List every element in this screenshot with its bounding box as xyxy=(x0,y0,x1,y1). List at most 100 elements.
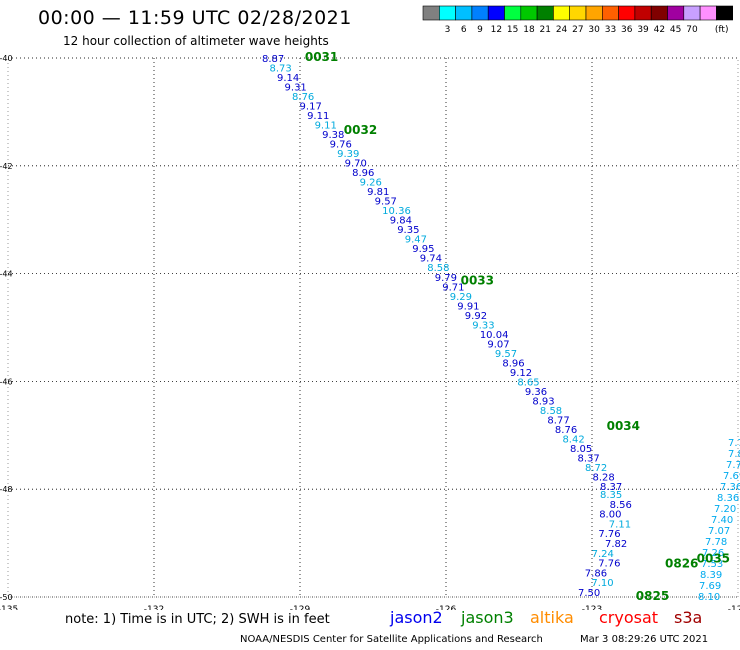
swh-label-jason2: 9.38 xyxy=(322,130,344,141)
swh-label-jason2: 9.91 xyxy=(457,301,479,312)
swh-label-jason2: 9.14 xyxy=(277,73,299,84)
time-label: 0032 xyxy=(344,123,377,137)
swh-label-jason3: 8.36 xyxy=(717,493,739,504)
swh-label-jason2: 9.17 xyxy=(300,102,322,113)
swh-label-jason2: 8.96 xyxy=(502,358,524,369)
time-label: 0826 xyxy=(665,557,698,571)
scale-label: 15 xyxy=(507,25,518,35)
time-label: 0825 xyxy=(636,589,669,603)
swh-label-jason2: 9.71 xyxy=(442,282,464,293)
swh-label-jason2: 8.42 xyxy=(562,434,584,445)
scale-label: 24 xyxy=(556,25,568,35)
swh-label-jason2: 9.11 xyxy=(307,111,329,122)
scale-unit: (ft) xyxy=(715,25,729,35)
swh-label-jason2: 9.29 xyxy=(450,292,472,303)
map-plot[interactable]: -135 -132 -129 -126 -123 -120 -40 -42 -44 -46 -48 -… xyxy=(0,0,740,610)
legend-note: note: 1) Time is in UTC; 2) SWH is in fe… xyxy=(65,612,330,627)
legend-s3a: s3a xyxy=(674,608,703,627)
swh-label-jason2: 7.86 xyxy=(585,568,607,579)
swh-label-jason2: 9.26 xyxy=(360,178,382,189)
swh-label-jason2: 7.50 xyxy=(578,588,600,599)
swh-label-jason2: 8.05 xyxy=(570,444,592,455)
swh-label-jason2: 8.93 xyxy=(532,396,554,407)
scale-label: 9 xyxy=(477,25,483,35)
map-subtitle: 12 hour collection of altimeter wave hei… xyxy=(63,34,329,48)
scale-label: 12 xyxy=(491,25,502,35)
swh-label-jason2: 9.35 xyxy=(397,225,419,236)
lon-tick-label: -132 xyxy=(144,605,164,610)
swh-label-jason2: 9.12 xyxy=(510,368,532,379)
lon-tick-label: -123 xyxy=(582,605,602,610)
time-label: 0031 xyxy=(305,50,338,64)
lat-tick-label: -42 xyxy=(0,162,13,171)
swh-label-jason2: 9.79 xyxy=(435,273,457,284)
swh-label-jason3: 7.07 xyxy=(708,526,730,537)
scale-label: 33 xyxy=(605,25,616,35)
lat-tick-label: -44 xyxy=(0,270,13,279)
swh-label-jason2: 7.10 xyxy=(591,578,613,589)
swh-label-jason3: 7.7 xyxy=(728,438,740,449)
scale-label: 18 xyxy=(523,25,535,35)
swh-label-jason2: 9.95 xyxy=(412,244,434,255)
time-label: 0033 xyxy=(461,274,494,288)
lon-tick-label: -126 xyxy=(436,605,457,610)
lat-tick-label: -50 xyxy=(0,593,13,602)
swh-label-jason2: 9.81 xyxy=(367,187,389,198)
swh-label-jason2: 8.58 xyxy=(540,406,562,417)
swh-label-jason2: 8.00 xyxy=(599,510,621,521)
swh-label-jason2: 8.28 xyxy=(592,472,614,483)
swh-label-jason3: 7.20 xyxy=(714,504,736,515)
swh-label-jason2: 8.72 xyxy=(585,463,607,474)
swh-label-jason2: 9.70 xyxy=(345,159,367,170)
scale-label: 3 xyxy=(445,25,451,35)
swh-label-jason2: 9.11 xyxy=(315,121,337,132)
scale-swatch xyxy=(716,5,733,21)
swh-label-jason2: 9.57 xyxy=(495,349,517,360)
swh-label-jason2: 7.82 xyxy=(605,539,627,550)
time-label: 0035 xyxy=(697,551,730,565)
swh-label-jason2: 8.76 xyxy=(555,425,577,436)
swh-label-jason2: 7.24 xyxy=(592,549,614,560)
scale-label: 30 xyxy=(588,25,600,35)
swh-label-jason3: 7.78 xyxy=(726,460,740,471)
swh-label-jason2: 8.56 xyxy=(610,500,632,511)
swh-label-jason2: 8.37 xyxy=(577,453,599,464)
swh-label-jason3: 8.39 xyxy=(700,570,722,581)
swh-label-jason2: 8.35 xyxy=(600,490,622,501)
lat-tick-label: -40 xyxy=(0,54,13,63)
lon-tick-label: -135 xyxy=(0,605,18,610)
scale-label: 39 xyxy=(637,25,649,35)
swh-label-jason3: 7.26 xyxy=(702,548,724,559)
scale-label: 6 xyxy=(461,25,467,35)
legend-altika: altika xyxy=(530,608,574,627)
swh-label-jason2: 8.37 xyxy=(600,482,622,493)
swh-label-jason2: 8.58 xyxy=(427,263,449,274)
swh-label-jason3: 8.10 xyxy=(698,592,720,603)
legend-cryosat: cryosat xyxy=(599,608,659,627)
swh-label-jason2: 10.04 xyxy=(480,330,509,341)
swh-label-jason3: 7.69 xyxy=(699,581,721,592)
swh-label-jason2: 9.74 xyxy=(420,254,442,265)
scale-label: 21 xyxy=(540,25,551,35)
swh-label-jason2: 8.65 xyxy=(517,377,539,388)
credit-text: NOAA/NESDIS Center for Satellite Applica… xyxy=(240,634,543,645)
swh-label-jason2: 8.73 xyxy=(270,64,292,75)
legend-jason2: jason2 xyxy=(390,608,443,627)
swh-label-jason2: 9.07 xyxy=(487,339,509,350)
swh-label-jason2: 7.11 xyxy=(609,519,631,530)
scale-label: 42 xyxy=(654,25,665,35)
lon-tick-label: -120 xyxy=(728,605,740,610)
legend-jason3: jason3 xyxy=(461,608,514,627)
swh-label-jason2: 8.96 xyxy=(352,168,374,179)
scale-label: 36 xyxy=(621,25,633,35)
map-frame xyxy=(7,57,739,598)
swh-label-jason2: 7.76 xyxy=(598,559,620,570)
scale-label: 70 xyxy=(686,25,698,35)
lat-tick-label: -46 xyxy=(0,377,13,386)
swh-label-jason2: 9.36 xyxy=(525,387,547,398)
swh-label-jason2: 9.57 xyxy=(375,197,397,208)
swh-label-jason2: 9.84 xyxy=(390,216,412,227)
swh-label-jason3: 7.53 xyxy=(701,559,723,570)
swh-label-jason2: 9.47 xyxy=(405,235,427,246)
swh-label-jason2: 9.31 xyxy=(285,83,307,94)
